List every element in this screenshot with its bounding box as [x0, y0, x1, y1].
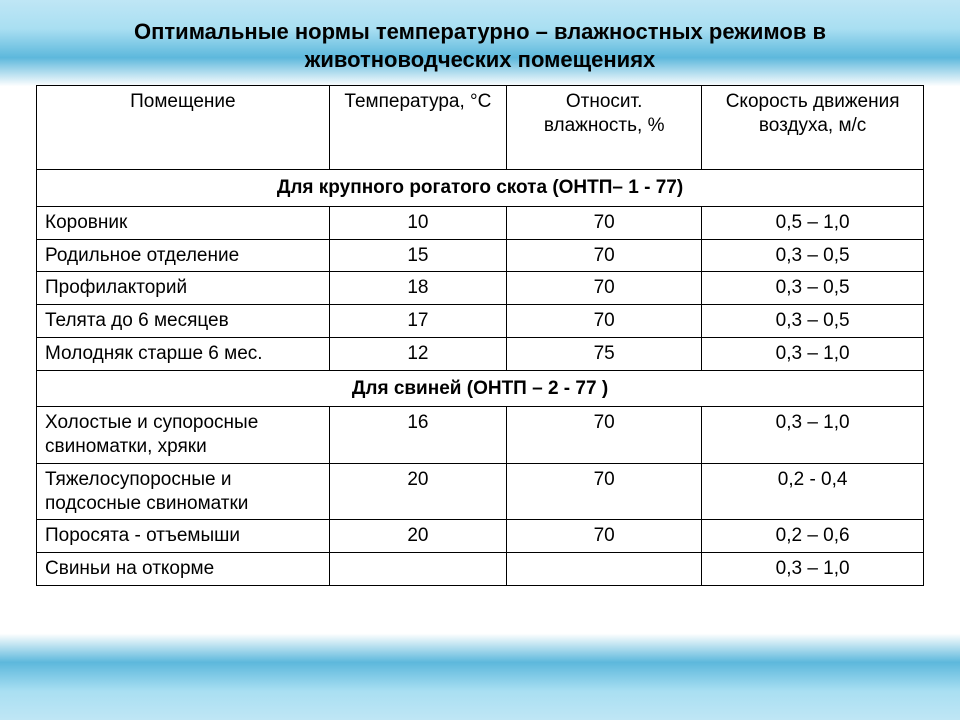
- cell-air: 0,3 – 1,0: [702, 407, 924, 464]
- section-heading: Для свиней (ОНТП – 2 - 77 ): [37, 370, 924, 407]
- cell-hum: 70: [507, 206, 702, 239]
- cell-temp: 15: [329, 239, 506, 272]
- table-row: Родильное отделение 15 70 0,3 – 0,5: [37, 239, 924, 272]
- col-hum: Относит. влажность, %: [507, 86, 702, 170]
- col-room: Помещение: [37, 86, 330, 170]
- section-heading-text: Для свиней (ОНТП – 2 - 77 ): [37, 370, 924, 407]
- cell-air: 0,3 – 1,0: [702, 337, 924, 370]
- table-row: Свиньи на откорме 0,3 – 1,0: [37, 553, 924, 586]
- cell-temp: 20: [329, 520, 506, 553]
- cell-hum: 75: [507, 337, 702, 370]
- table-body: Для крупного рогатого скота (ОНТП– 1 - 7…: [37, 170, 924, 586]
- cell-room: Телята до 6 месяцев: [37, 305, 330, 338]
- cell-room: Коровник: [37, 206, 330, 239]
- cell-air: 0,3 – 0,5: [702, 272, 924, 305]
- cell-room: Профилакторий: [37, 272, 330, 305]
- section-heading: Для крупного рогатого скота (ОНТП– 1 - 7…: [37, 170, 924, 207]
- table-row: Молодняк старше 6 мес. 12 75 0,3 – 1,0: [37, 337, 924, 370]
- col-air: Скорость движения воздуха, м/с: [702, 86, 924, 170]
- table-row: Поросята - отъемыши 20 70 0,2 – 0,6: [37, 520, 924, 553]
- cell-air: 0,2 - 0,4: [702, 463, 924, 520]
- table-row: Профилакторий 18 70 0,3 – 0,5: [37, 272, 924, 305]
- cell-temp: 18: [329, 272, 506, 305]
- col-temp: Температура, °С: [329, 86, 506, 170]
- cell-room: Холостые и супоросные свиноматки, хряки: [37, 407, 330, 464]
- cell-air: 0,3 – 0,5: [702, 305, 924, 338]
- cell-hum: 70: [507, 272, 702, 305]
- table-row: Холостые и супоросные свиноматки, хряки …: [37, 407, 924, 464]
- slide: Оптимальные нормы температурно – влажнос…: [0, 0, 960, 720]
- cell-temp: 16: [329, 407, 506, 464]
- cell-air: 0,2 – 0,6: [702, 520, 924, 553]
- cell-room: Родильное отделение: [37, 239, 330, 272]
- cell-room: Свиньи на откорме: [37, 553, 330, 586]
- cell-hum: 70: [507, 520, 702, 553]
- cell-room: Молодняк старше 6 мес.: [37, 337, 330, 370]
- cell-hum: [507, 553, 702, 586]
- norms-table: Помещение Температура, °С Относит. влажн…: [36, 85, 924, 586]
- cell-hum: 70: [507, 239, 702, 272]
- table-row: Коровник 10 70 0,5 – 1,0: [37, 206, 924, 239]
- cell-hum: 70: [507, 407, 702, 464]
- cell-air: 0,5 – 1,0: [702, 206, 924, 239]
- table-row: Тяжелосупоросные и подсосные свиноматки …: [37, 463, 924, 520]
- cell-air: 0,3 – 1,0: [702, 553, 924, 586]
- cell-temp: 17: [329, 305, 506, 338]
- cell-temp: 10: [329, 206, 506, 239]
- cell-hum: 70: [507, 463, 702, 520]
- cell-temp: 12: [329, 337, 506, 370]
- cell-room: Поросята - отъемыши: [37, 520, 330, 553]
- table-row: Телята до 6 месяцев 17 70 0,3 – 0,5: [37, 305, 924, 338]
- section-heading-text: Для крупного рогатого скота (ОНТП– 1 - 7…: [37, 170, 924, 207]
- cell-temp: 20: [329, 463, 506, 520]
- cell-temp: [329, 553, 506, 586]
- cell-air: 0,3 – 0,5: [702, 239, 924, 272]
- page-title: Оптимальные нормы температурно – влажнос…: [70, 18, 890, 73]
- cell-room: Тяжелосупоросные и подсосные свиноматки: [37, 463, 330, 520]
- cell-hum: 70: [507, 305, 702, 338]
- table-header-row: Помещение Температура, °С Относит. влажн…: [37, 86, 924, 170]
